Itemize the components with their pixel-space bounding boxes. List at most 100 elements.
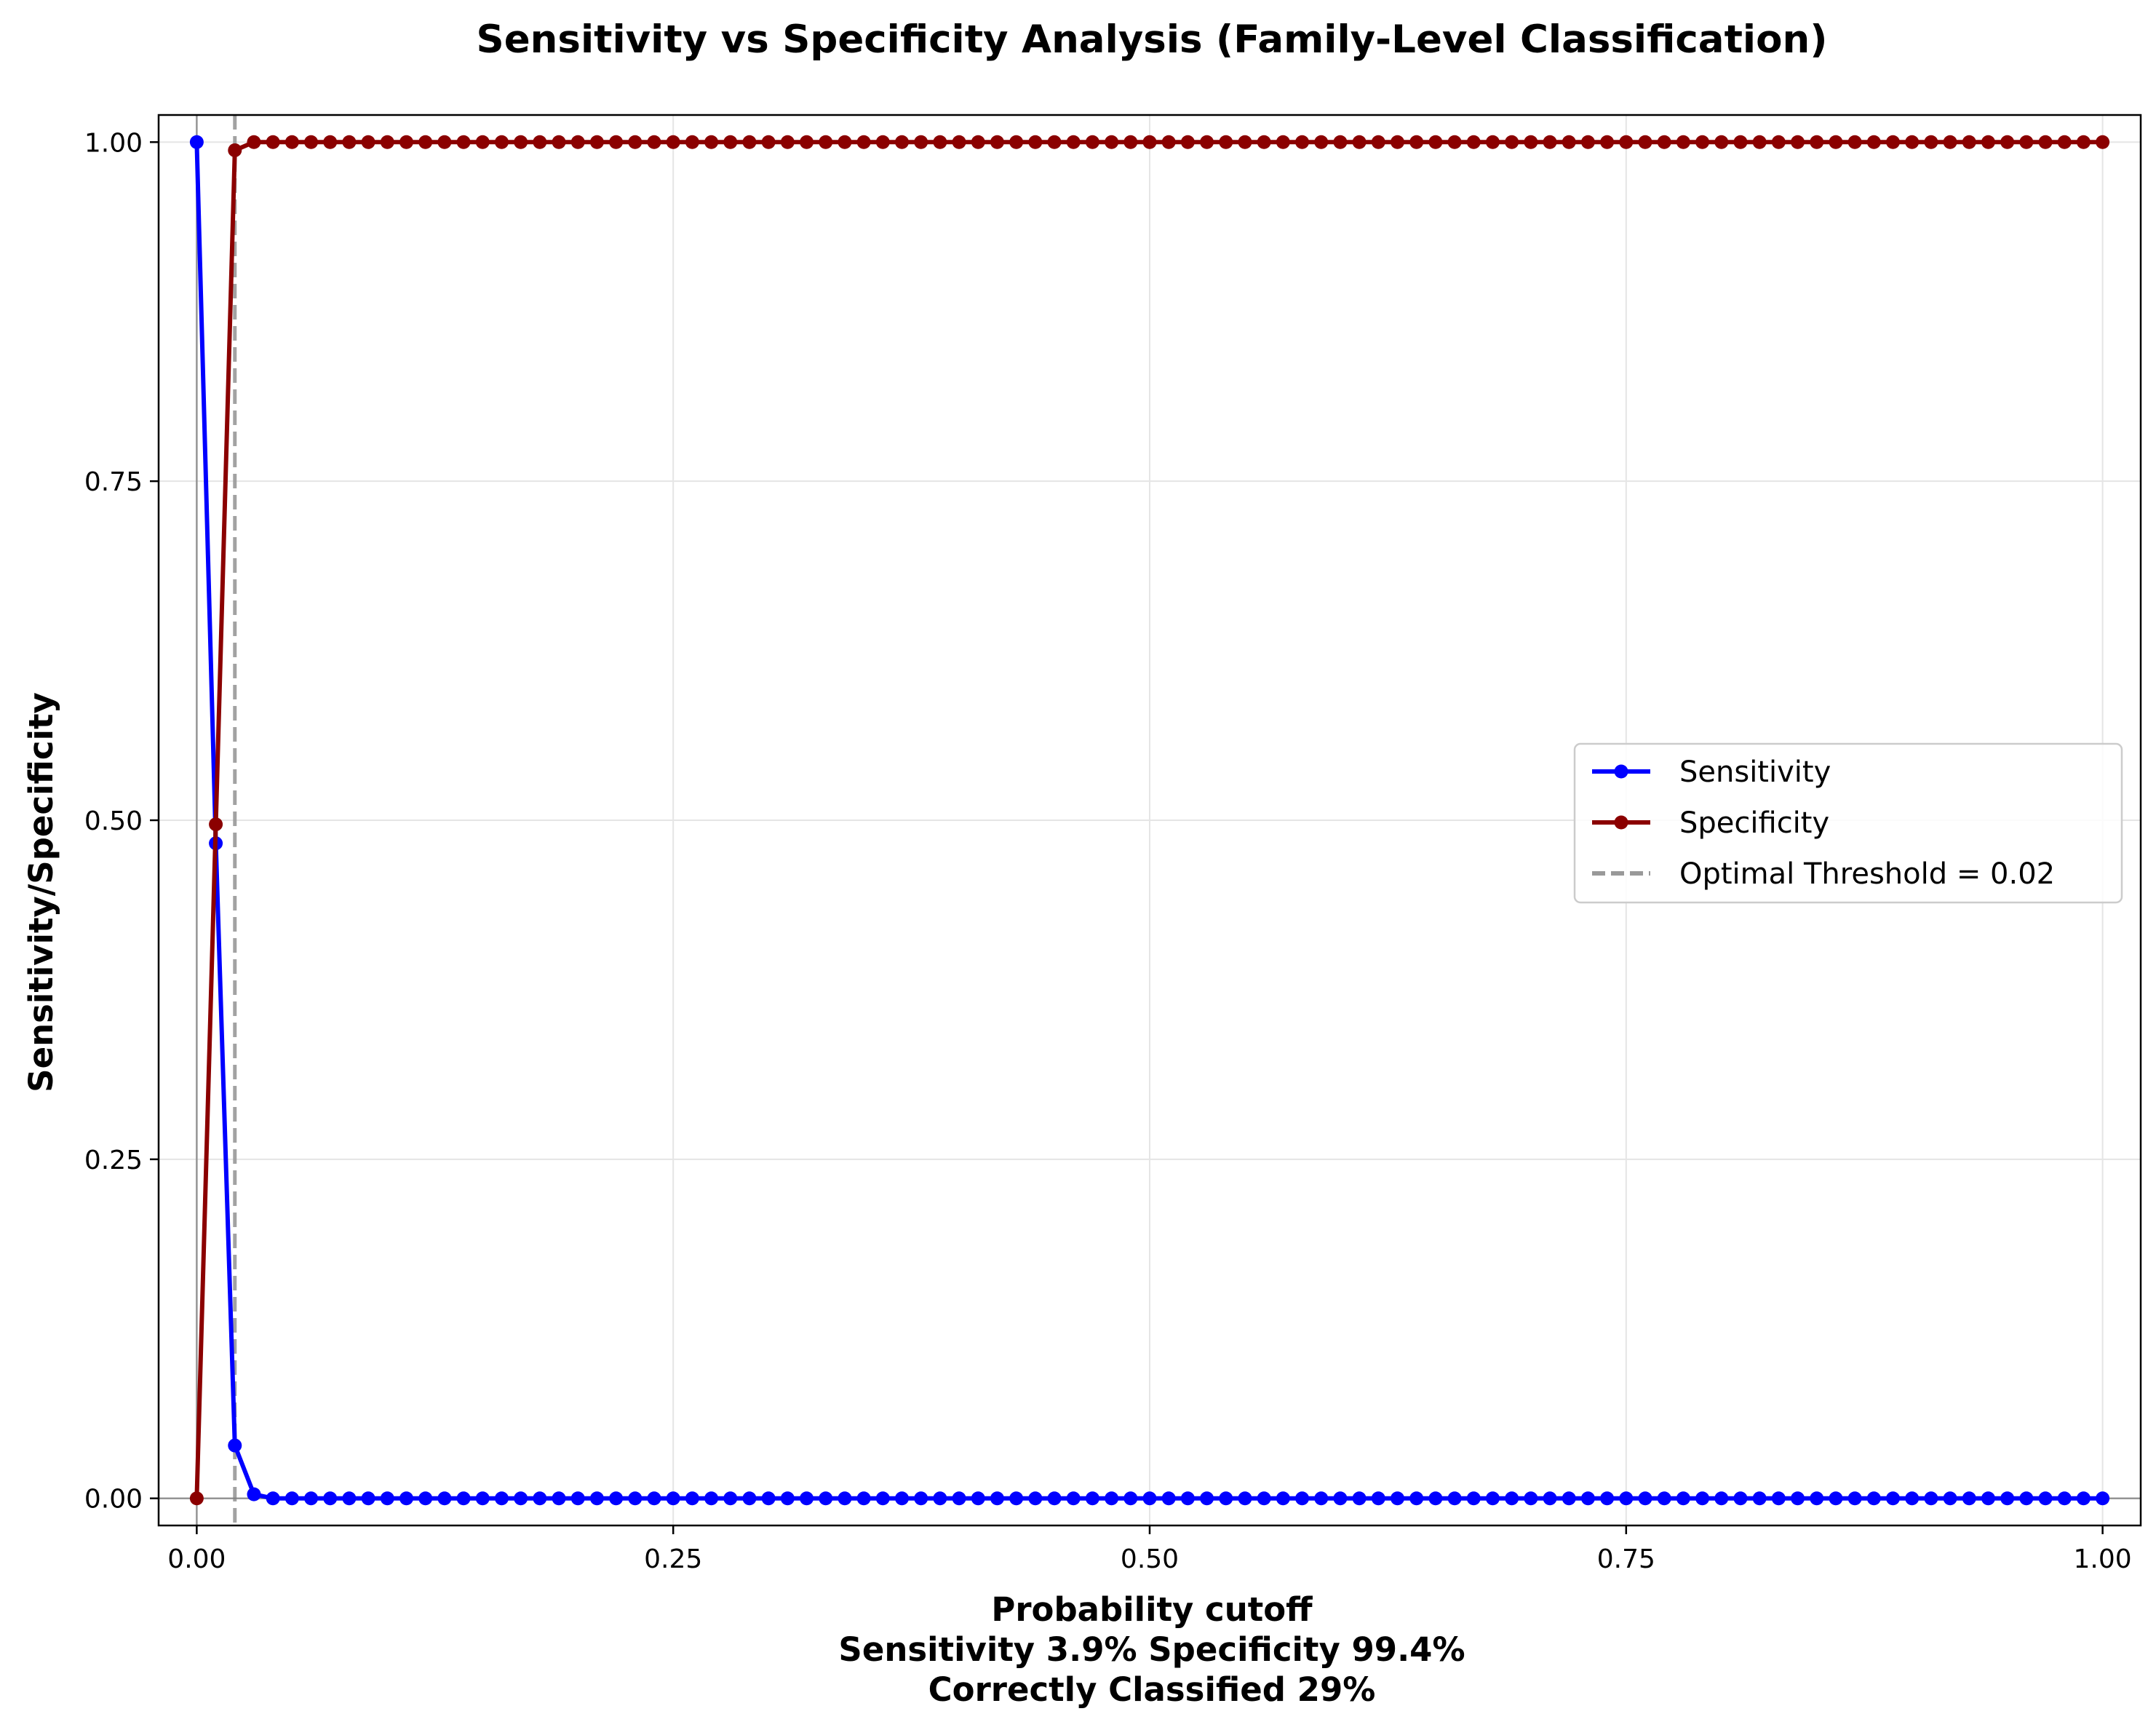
specificity-point (1276, 135, 1290, 149)
sensitivity-point (704, 1491, 719, 1506)
x-axis-subtitle-correctly-classified: Correctly Classified 29% (928, 1670, 1376, 1709)
sensitivity-point (1352, 1491, 1367, 1506)
specificity-point (742, 135, 757, 149)
sensitivity-point (1810, 1491, 1824, 1506)
specificity-point (1695, 135, 1710, 149)
sensitivity-point (685, 1491, 699, 1506)
specificity-point (1676, 135, 1690, 149)
specificity-point (1295, 135, 1310, 149)
x-tick-label: 0.00 (167, 1544, 226, 1574)
x-axis-ticks: 0.00 0.25 0.50 0.75 1.00 (167, 1525, 2132, 1574)
specificity-point (342, 135, 357, 149)
sensitivity-point (2000, 1491, 2015, 1506)
x-tick-label: 0.75 (1597, 1544, 1655, 1574)
sensitivity-point (1028, 1491, 1043, 1506)
specificity-point (838, 135, 852, 149)
sensitivity-point (666, 1491, 680, 1506)
x-axis-label: Probability cutoff (991, 1590, 1313, 1629)
specificity-point (1905, 135, 1920, 149)
sensitivity-point (266, 1491, 280, 1506)
specificity-point (1714, 135, 1729, 149)
sensitivity-point (2038, 1491, 2053, 1506)
sensitivity-point (1562, 1491, 1576, 1506)
specificity-point (971, 135, 985, 149)
sensitivity-point (1695, 1491, 1710, 1506)
sensitivity-point (1219, 1491, 1233, 1506)
sensitivity-point (399, 1491, 413, 1506)
sensitivity-point (1714, 1491, 1729, 1506)
sensitivity-point (514, 1491, 528, 1506)
sensitivity-point (570, 1491, 585, 1506)
specificity-point (609, 135, 624, 149)
specificity-point (1810, 135, 1824, 149)
specificity-point (1543, 135, 1557, 149)
sensitivity-point (247, 1487, 261, 1501)
sensitivity-point (552, 1491, 566, 1506)
specificity-point (780, 135, 795, 149)
specificity-point (990, 135, 1004, 149)
sensitivity-point (2076, 1491, 2091, 1506)
specificity-point (1943, 135, 1957, 149)
sensitivity-point (1829, 1491, 1843, 1506)
specificity-point (761, 135, 776, 149)
specificity-point (1028, 135, 1043, 149)
specificity-point (1238, 135, 1252, 149)
legend-marker-specificity (1614, 815, 1628, 830)
sensitivity-point (971, 1491, 985, 1506)
specificity-point (1180, 135, 1195, 149)
specificity-point (2076, 135, 2091, 149)
sensitivity-point (494, 1491, 509, 1506)
specificity-point (285, 135, 299, 149)
specificity-point (1009, 135, 1024, 149)
specificity-point (1447, 135, 1462, 149)
sensitivity-point (1543, 1491, 1557, 1506)
sensitivity-point (628, 1491, 643, 1506)
y-axis-ticks: 0.00 0.25 0.50 0.75 1.00 (84, 128, 159, 1515)
sensitivity-point (228, 1438, 242, 1453)
sensitivity-point (1905, 1491, 1920, 1506)
sensitivity-point (1085, 1491, 1099, 1506)
specificity-point (1600, 135, 1615, 149)
sensitivity-point (2096, 1491, 2110, 1506)
sensitivity-point (1257, 1491, 1271, 1506)
sensitivity-point (1962, 1491, 1976, 1506)
specificity-point (1771, 135, 1786, 149)
specificity-point (247, 135, 261, 149)
specificity-point (1314, 135, 1329, 149)
sensitivity-point (589, 1491, 604, 1506)
sensitivity-point (1580, 1491, 1595, 1506)
sensitivity-point (1200, 1491, 1214, 1506)
specificity-point (1371, 135, 1385, 149)
specificity-point (1962, 135, 1976, 149)
specificity-point (628, 135, 643, 149)
specificity-point (361, 135, 375, 149)
sensitivity-point (1180, 1491, 1195, 1506)
sensitivity-point (609, 1491, 624, 1506)
legend-label-optimal-threshold-0-02: Optimal Threshold = 0.02 (1679, 857, 2055, 891)
specificity-point (1752, 135, 1767, 149)
specificity-point (952, 135, 966, 149)
sensitivity-point (1524, 1491, 1538, 1506)
legend-box (1573, 742, 2123, 904)
sensitivity-point (1105, 1491, 1119, 1506)
sensitivity-point (1981, 1491, 1995, 1506)
sensitivity-point (2057, 1491, 2072, 1506)
legend: Sensitivity Specificity Optimal Threshold … (1573, 742, 2123, 904)
sensitivity-point (323, 1491, 338, 1506)
sensitivity-point (1619, 1491, 1634, 1506)
sensitivity-point (1428, 1491, 1443, 1506)
specificity-point (1886, 135, 1900, 149)
sensitivity-point (533, 1491, 547, 1506)
sensitivity-point (1009, 1491, 1024, 1506)
sensitivity-point (1791, 1491, 1805, 1506)
sensitivity-point (1771, 1491, 1786, 1506)
specificity-point (456, 135, 471, 149)
specificity-point (1638, 135, 1652, 149)
x-tick-label: 0.25 (644, 1544, 702, 1574)
sensitivity-point (1847, 1491, 1862, 1506)
specificity-point (437, 135, 452, 149)
sensitivity-point (952, 1491, 966, 1506)
sensitivity-point (1123, 1491, 1138, 1506)
sensitivity-point (1276, 1491, 1290, 1506)
specificity-point (475, 135, 490, 149)
